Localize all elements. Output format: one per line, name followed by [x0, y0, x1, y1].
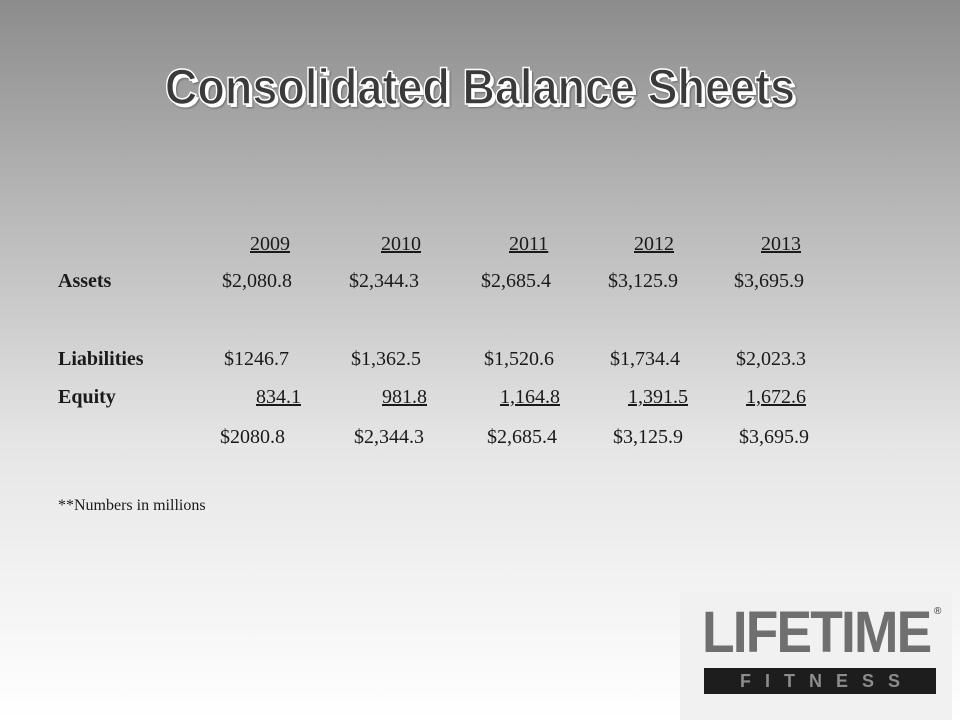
- lifetime-fitness-logo: LIFETIME ® FITNESS: [680, 592, 952, 720]
- equity-value: 981.8: [382, 386, 427, 408]
- liabilities-value: $1,734.4: [610, 348, 680, 370]
- row-label-assets: Assets: [58, 270, 112, 292]
- total-value: $2,344.3: [354, 426, 424, 448]
- equity-value: 1,391.5: [628, 386, 688, 408]
- year-header: 2009: [250, 233, 290, 255]
- equity-value: 1,164.8: [500, 386, 560, 408]
- liabilities-value: $1,520.6: [484, 348, 554, 370]
- row-label-equity: Equity: [58, 386, 116, 408]
- assets-value: $3,125.9: [608, 270, 678, 292]
- registered-mark: ®: [934, 606, 942, 617]
- liabilities-value: $2,023.3: [736, 348, 806, 370]
- liabilities-value: $1,362.5: [351, 348, 421, 370]
- footnote: **Numbers in millions: [58, 497, 206, 514]
- total-value: $3,125.9: [613, 426, 683, 448]
- assets-value: $3,695.9: [734, 270, 804, 292]
- assets-value: $2,080.8: [222, 270, 292, 292]
- year-header: 2013: [761, 233, 801, 255]
- year-header: 2011: [509, 233, 549, 255]
- year-header: 2012: [634, 233, 674, 255]
- logo-band: FITNESS: [704, 668, 936, 694]
- year-header: 2010: [381, 233, 421, 255]
- logo-subtitle: FITNESS: [739, 670, 914, 691]
- assets-value: $2,344.3: [349, 270, 419, 292]
- total-value: $2,685.4: [487, 426, 557, 448]
- equity-value: 1,672.6: [746, 386, 806, 408]
- row-label-liabilities: Liabilities: [58, 348, 144, 370]
- total-value: $2080.8: [220, 426, 285, 448]
- liabilities-value: $1246.7: [224, 348, 289, 370]
- assets-value: $2,685.4: [481, 270, 551, 292]
- total-value: $3,695.9: [739, 426, 809, 448]
- equity-value: 834.1: [256, 386, 301, 408]
- page-title: Consolidated Balance Sheets: [164, 58, 796, 116]
- logo-wordmark: LIFETIME: [702, 600, 932, 665]
